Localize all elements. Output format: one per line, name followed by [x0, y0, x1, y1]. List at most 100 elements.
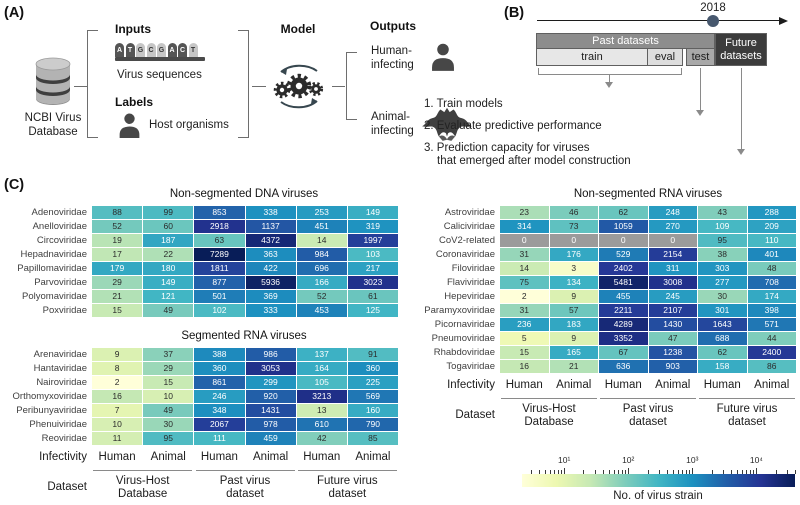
- heatmap-cell: 288: [747, 206, 796, 219]
- colorbar-tick: [583, 470, 585, 474]
- heatmap-cell: 984: [296, 248, 347, 261]
- sequence-letter-tile: T: [188, 43, 198, 57]
- heatmap-cell: 877: [194, 276, 245, 289]
- infectivity-columns-right: Human Animal Human Animal Human Animal: [500, 379, 796, 391]
- heatmap-cell: 4372: [245, 234, 296, 247]
- row-label: Nairoviridae: [36, 377, 87, 388]
- row-label: Anelloviridae: [32, 221, 87, 232]
- heatmap-cell: 158: [698, 360, 747, 373]
- sequence-letter-tile: G: [157, 43, 166, 57]
- colorbar-tick: [647, 470, 649, 474]
- infectivity-label-right: Infectivity: [447, 379, 495, 391]
- step2-arrow-line: [699, 68, 701, 110]
- sequence-letter-tile: T: [125, 43, 135, 57]
- heatmap-cell: 164: [296, 362, 347, 375]
- row-label: Polyomaviridae: [22, 291, 87, 302]
- heatmap-cell: 10: [143, 390, 194, 403]
- heatmap-cell: 48: [747, 262, 796, 275]
- heatmap-cell: 121: [143, 290, 194, 303]
- dataset-groups-left: Virus-Host Database Past virus dataset Futur…: [92, 475, 398, 501]
- dataset-underline-left-2: [196, 470, 295, 471]
- heatmap-cell: 166: [296, 276, 347, 289]
- nonseg-rna-heatmap-row-labels: Astroviridae Caliciviridae CoV2-related Cor…: [402, 206, 500, 373]
- dataset-group-label: Future virus dataset: [316, 475, 378, 500]
- row-label: Togaviridae: [446, 361, 495, 372]
- heatmap-cell: 19: [92, 234, 143, 247]
- heatmap-cell: 99: [143, 206, 194, 219]
- heatmap-cell: 688: [698, 332, 747, 345]
- heatmap-cell: 5: [500, 332, 549, 345]
- row-label: Flaviviridae: [446, 277, 495, 288]
- heatmap-cell: 453: [296, 304, 347, 317]
- heatmap-cell: 3023: [347, 276, 398, 289]
- inputs-caption: Virus sequences: [117, 69, 202, 81]
- heatmap-cell: 165: [549, 346, 598, 359]
- row-label: Paramyxoviridae: [424, 305, 495, 316]
- colorbar-tick: [614, 470, 616, 474]
- heatmap-cell: 42: [296, 432, 347, 445]
- heatmap-cell: 5936: [245, 276, 296, 289]
- colorbar-tick-label: 10²: [622, 455, 635, 465]
- heatmap-cell: 137: [296, 348, 347, 361]
- infectivity-column-header: Human: [98, 451, 136, 463]
- heatmap-cell: 125: [347, 304, 398, 317]
- row-label: Orthomyxoviridae: [12, 391, 87, 402]
- heatmap-cell: 109: [698, 220, 747, 233]
- colorbar-tick-label: 10¹: [557, 455, 571, 465]
- row-label: Reoviridae: [41, 433, 87, 444]
- colorbar-tick: [608, 470, 610, 474]
- heatmap-cell: 3053: [245, 362, 296, 375]
- row-label: Hantaviridae: [33, 363, 87, 374]
- heatmap-cell: 23: [500, 206, 549, 219]
- colorbar-tick-label: 10⁴: [749, 455, 763, 465]
- gears-icon: [273, 64, 324, 109]
- heatmap-cell: 1431: [245, 404, 296, 417]
- colorbar-tick: [686, 470, 688, 474]
- heatmap-cell: 636: [599, 360, 648, 373]
- heatmap-cell: 360: [194, 362, 245, 375]
- timeline-arrowhead: [779, 16, 788, 25]
- step3-arrow-line: [740, 68, 742, 149]
- colorbar-tick: [689, 470, 691, 474]
- heatmap-cell: 986: [245, 348, 296, 361]
- step-3-line2: that emerged after model construction: [437, 155, 631, 167]
- sequence-letter-tile: C: [178, 43, 187, 57]
- colorbar-tick: [658, 470, 660, 474]
- colorbar-tick: [538, 470, 540, 474]
- dna-heatmap-grid: 88 99 853 338 253 149 52 60 2918 1137 451 319 19 187 6…: [92, 206, 398, 317]
- timeline-line: [537, 20, 781, 21]
- sequence-letter-tile: C: [146, 43, 156, 57]
- colorbar-tick: [666, 470, 668, 474]
- connector-bracket-model: [252, 86, 266, 87]
- dataset-label-left: Dataset: [47, 481, 87, 493]
- heatmap-cell: 225: [347, 376, 398, 389]
- heatmap-cell: 61: [347, 290, 398, 303]
- dataset-underline-left-3: [298, 470, 397, 471]
- heatmap-cell: 1059: [599, 220, 648, 233]
- heatmap-cell: 29: [92, 276, 143, 289]
- heatmap-cell: 277: [698, 276, 747, 289]
- heatmap-cell: 49: [143, 304, 194, 317]
- heatmap-cell: 85: [347, 432, 398, 445]
- heatmap-cell: 3008: [648, 276, 697, 289]
- heatmap-cell: 422: [245, 262, 296, 275]
- heatmap-cell: 30: [698, 290, 747, 303]
- colorbar-tick: [602, 470, 604, 474]
- heatmap-cell: 47: [648, 332, 697, 345]
- colorbar-tick: [711, 470, 713, 474]
- seg-rna-heatmap-grid: 9 37 388 986 137 91 8 29 360 3053 164 360 2 15 861 299 1…: [92, 348, 398, 445]
- train-bar: train: [536, 48, 648, 66]
- colorbar-tick: [746, 470, 748, 474]
- colorbar-tick: [692, 467, 694, 474]
- heatmap-cell: 903: [648, 360, 697, 373]
- heatmap-cell: 57: [549, 304, 598, 317]
- colorbar-tick-label: 10³: [686, 455, 699, 465]
- heatmap-cell: 245: [648, 290, 697, 303]
- colorbar-tick: [682, 470, 684, 474]
- heatmap-cell: 610: [296, 418, 347, 431]
- heatmap-cell: 102: [194, 304, 245, 317]
- panel-b-label: (B): [504, 5, 525, 21]
- colorbar-tick: [753, 470, 755, 474]
- heatmap-cell: 861: [194, 376, 245, 389]
